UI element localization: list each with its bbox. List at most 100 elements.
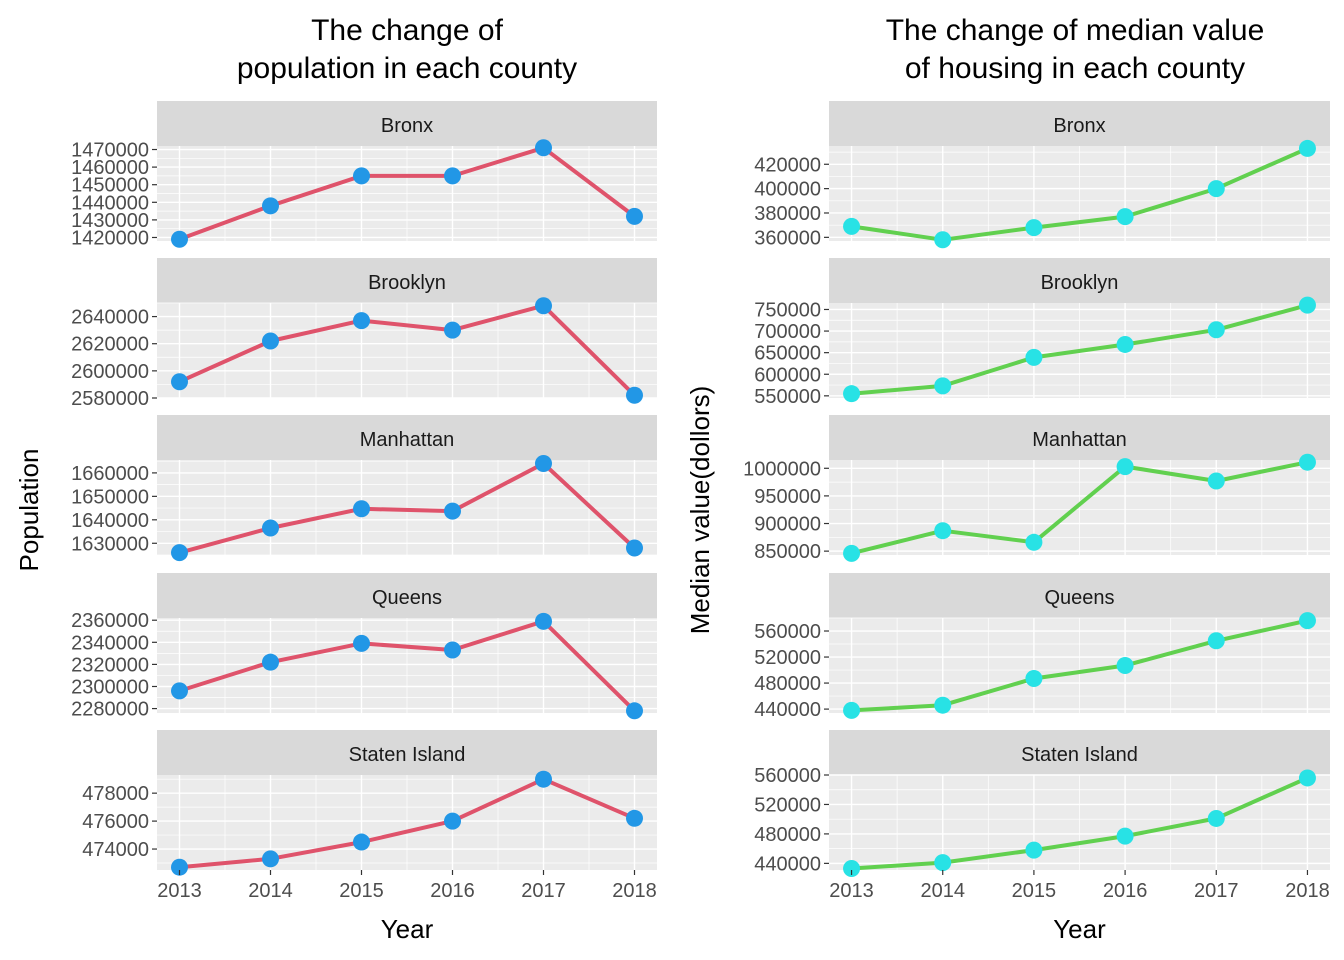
data-point	[1116, 657, 1134, 674]
data-point	[262, 850, 279, 868]
data-point	[444, 321, 461, 339]
y-tick-label: 380000	[754, 203, 821, 225]
facet-strip-label: Brooklyn	[368, 272, 446, 294]
y-axis-title: Median value(dollors)	[685, 386, 715, 635]
x-tick-label: 2016	[430, 880, 475, 902]
x-axis-title: Year	[1053, 914, 1106, 944]
x-tick-label: 2018	[612, 880, 657, 902]
data-point	[535, 455, 552, 473]
facet-strip	[157, 258, 657, 303]
data-point	[934, 854, 952, 872]
data-point	[1116, 335, 1134, 353]
data-point	[1298, 453, 1316, 471]
data-point	[626, 702, 643, 720]
x-axis-title: Year	[381, 914, 434, 944]
data-point	[1025, 841, 1043, 859]
facet-strip	[829, 101, 1330, 146]
facet-panel-staten-island: Staten Island 440000 480000 520000 560000	[754, 730, 1330, 878]
data-point	[1025, 670, 1043, 688]
y-tick-label: 2340000	[71, 632, 149, 654]
facet-strip-label: Staten Island	[1021, 744, 1138, 766]
series-line	[179, 777, 636, 870]
data-point	[934, 522, 952, 540]
y-tick-label: 1430000	[71, 210, 149, 232]
chart-title: The change of median value of housing in …	[886, 14, 1265, 85]
y-tick-label: 420000	[754, 154, 821, 176]
y-tick-label: 1450000	[71, 175, 149, 197]
y-tick-label: 900000	[754, 514, 821, 536]
y-tick-label: 1650000	[71, 486, 149, 508]
series-line	[178, 619, 636, 713]
facet-strip	[157, 573, 657, 618]
y-tick-label: 1630000	[71, 533, 149, 555]
y-axis-title: Population	[14, 449, 44, 572]
y-tick-label: 2280000	[71, 699, 149, 721]
data-point	[171, 230, 188, 248]
facet-strip-label: Staten Island	[349, 744, 466, 766]
facet-strip-label: Manhattan	[1032, 429, 1127, 451]
y-tick-label: 480000	[754, 673, 821, 695]
data-point	[934, 231, 952, 249]
facet-strip-label: Queens	[372, 587, 442, 609]
y-tick-label: 650000	[754, 343, 821, 365]
data-point	[843, 544, 861, 562]
y-tick-label: 850000	[754, 541, 821, 563]
y-tick-label: 1660000	[71, 463, 149, 485]
data-point	[262, 197, 279, 215]
data-point	[262, 653, 279, 671]
y-tick-label: 520000	[754, 794, 821, 816]
y-tick-label: 1640000	[71, 510, 149, 532]
data-point	[626, 386, 643, 404]
data-point	[353, 634, 370, 652]
series-line	[851, 776, 1309, 871]
data-point	[1298, 612, 1316, 630]
y-tick-label: 2320000	[71, 654, 149, 676]
facet-strip	[829, 730, 1330, 775]
y-tick-label: 700000	[754, 321, 821, 343]
data-point	[1207, 809, 1225, 827]
data-point	[171, 682, 188, 700]
facet-panel-queens: Queens 2280000230000023200002340000236000…	[71, 573, 657, 721]
facet-strip-label: Manhattan	[360, 429, 455, 451]
series-line	[178, 145, 636, 242]
data-point	[1116, 827, 1134, 845]
data-point	[1116, 458, 1134, 476]
facet-panel-brooklyn: Brooklyn 2580000 2600000 2620000 2640000	[71, 258, 657, 410]
y-tick-label: 400000	[754, 179, 821, 201]
data-point	[353, 312, 370, 330]
data-point	[444, 167, 461, 185]
chart-title-line: The change of median value	[886, 14, 1265, 47]
series-line	[178, 461, 636, 555]
x-tick-label: 2013	[157, 880, 202, 902]
series-line	[851, 460, 1308, 556]
chart-title-line: population in each county	[237, 52, 577, 85]
data-point	[1025, 533, 1043, 551]
x-tick-label: 2017	[1194, 880, 1239, 902]
facet-strip-label: Bronx	[1053, 115, 1105, 137]
data-point	[1116, 208, 1134, 226]
data-point	[843, 701, 861, 719]
data-point	[1207, 632, 1225, 650]
data-point	[535, 297, 552, 315]
y-tick-label: 550000	[754, 386, 821, 408]
y-tick-label: 520000	[754, 647, 821, 669]
y-tick-label: 750000	[754, 299, 821, 321]
x-tick-label: 2015	[339, 880, 384, 902]
data-point	[1025, 348, 1043, 366]
chart-title-line: The change of	[311, 14, 503, 47]
facet-strip-label: Bronx	[381, 115, 433, 137]
data-point	[934, 377, 952, 395]
data-point	[353, 500, 370, 518]
data-point	[626, 539, 643, 557]
facet-panel-queens: Queens 440000 480000 520000 560000	[754, 573, 1330, 721]
data-point	[1298, 769, 1316, 787]
x-tick-label: 2018	[1285, 880, 1330, 902]
y-tick-label: 600000	[754, 364, 821, 386]
data-point	[535, 770, 552, 788]
y-tick-label: 560000	[754, 621, 821, 643]
data-point	[934, 696, 952, 714]
x-tick-label: 2016	[1103, 880, 1148, 902]
data-point	[1207, 321, 1225, 339]
facet-strip	[157, 415, 657, 460]
